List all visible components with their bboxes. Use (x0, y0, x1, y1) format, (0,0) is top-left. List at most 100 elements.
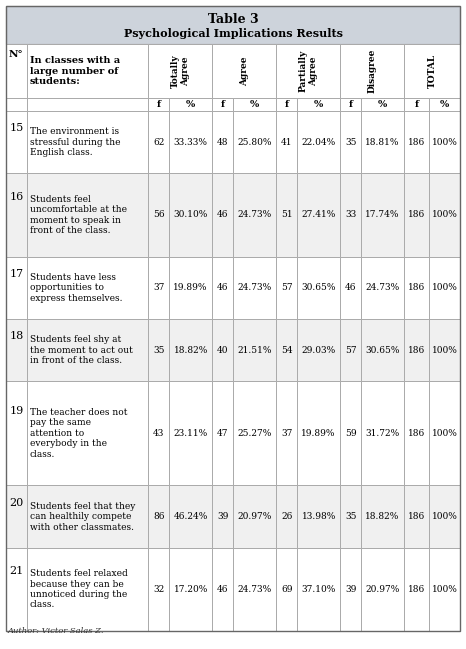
Text: 30.10%: 30.10% (173, 210, 208, 219)
Bar (169, 111, 212, 173)
Text: 24.73%: 24.73% (238, 284, 272, 292)
Bar (212, 98, 233, 111)
Bar (212, 319, 233, 382)
Bar (276, 173, 297, 256)
Text: TOTAL: TOTAL (428, 54, 437, 88)
Bar (212, 44, 276, 98)
Text: In classes with a
large number of
students:: In classes with a large number of studen… (30, 56, 120, 86)
Bar (6, 44, 27, 98)
Text: 29.03%: 29.03% (302, 346, 336, 355)
Bar (169, 173, 212, 256)
Text: 100%: 100% (432, 585, 458, 594)
Text: The environment is
stressful during the
English class.: The environment is stressful during the … (30, 127, 120, 157)
Text: 43: 43 (153, 429, 164, 438)
Bar (27, 319, 148, 382)
Text: 56: 56 (153, 210, 164, 219)
Bar (361, 98, 404, 111)
Bar (297, 382, 340, 485)
Bar (27, 98, 148, 111)
Text: %: % (440, 100, 449, 109)
Text: 86: 86 (153, 512, 164, 521)
Text: f: f (349, 100, 353, 109)
Bar (6, 98, 27, 111)
Text: f: f (220, 100, 225, 109)
Text: 48: 48 (217, 138, 228, 147)
Text: 24.73%: 24.73% (238, 585, 272, 594)
Text: Students feel that they
can healthily compete
with other classmates.: Students feel that they can healthily co… (30, 502, 135, 532)
Text: 35: 35 (153, 346, 164, 355)
Text: 57: 57 (281, 284, 293, 292)
Bar (233, 319, 276, 382)
Bar (361, 256, 404, 319)
Text: %: % (250, 100, 259, 109)
Bar (169, 319, 212, 382)
Bar (27, 382, 148, 485)
Text: 30.65%: 30.65% (302, 284, 336, 292)
Bar (297, 319, 340, 382)
Bar (404, 173, 429, 256)
Bar (429, 319, 460, 382)
Text: 17: 17 (9, 269, 23, 279)
Text: 186: 186 (408, 284, 425, 292)
Text: 46: 46 (217, 585, 228, 594)
Bar (6, 382, 27, 485)
Text: 33: 33 (345, 210, 356, 219)
Bar (148, 548, 169, 631)
Bar (27, 111, 148, 173)
Bar (233, 256, 276, 319)
Text: Agree: Agree (240, 56, 249, 86)
Bar (297, 256, 340, 319)
Text: 20.97%: 20.97% (365, 585, 400, 594)
Text: %: % (186, 100, 195, 109)
Text: 69: 69 (281, 585, 292, 594)
Text: 186: 186 (408, 429, 425, 438)
Text: f: f (157, 100, 161, 109)
Bar (340, 256, 361, 319)
Text: 26: 26 (281, 512, 292, 521)
Text: Partially
Agree: Partially Agree (299, 50, 318, 92)
Bar (276, 111, 297, 173)
Text: 19: 19 (9, 406, 23, 415)
Bar (297, 98, 340, 111)
Bar (212, 256, 233, 319)
Bar (27, 44, 148, 98)
Bar (148, 382, 169, 485)
Bar (233, 173, 276, 256)
Bar (404, 44, 460, 98)
Text: 186: 186 (408, 138, 425, 147)
Bar (340, 319, 361, 382)
Bar (361, 319, 404, 382)
Bar (361, 548, 404, 631)
Text: Totally
Agree: Totally Agree (171, 54, 190, 88)
Bar (212, 548, 233, 631)
Text: 46: 46 (217, 284, 228, 292)
Bar (404, 382, 429, 485)
Text: 18: 18 (9, 332, 23, 341)
Text: 40: 40 (217, 346, 228, 355)
Text: 37: 37 (281, 429, 292, 438)
Bar (404, 319, 429, 382)
Text: 18.81%: 18.81% (365, 138, 400, 147)
Bar (429, 485, 460, 548)
Bar (361, 173, 404, 256)
Text: Author: Victor Salas Z.: Author: Victor Salas Z. (8, 627, 104, 635)
Bar (6, 485, 27, 548)
Bar (276, 98, 297, 111)
Text: 18.82%: 18.82% (173, 346, 208, 355)
Bar (340, 382, 361, 485)
Text: 17.20%: 17.20% (173, 585, 208, 594)
Bar (148, 319, 169, 382)
Bar (297, 548, 340, 631)
Text: 186: 186 (408, 210, 425, 219)
Text: 31.72%: 31.72% (365, 429, 400, 438)
Text: 35: 35 (345, 138, 356, 147)
Text: Disagree: Disagree (368, 49, 377, 93)
Bar (361, 111, 404, 173)
Bar (148, 98, 169, 111)
Text: 21: 21 (9, 566, 23, 576)
Text: 186: 186 (408, 585, 425, 594)
Text: 27.41%: 27.41% (302, 210, 336, 219)
Text: 30.65%: 30.65% (365, 346, 400, 355)
Bar (404, 548, 429, 631)
Text: 19.89%: 19.89% (302, 429, 336, 438)
